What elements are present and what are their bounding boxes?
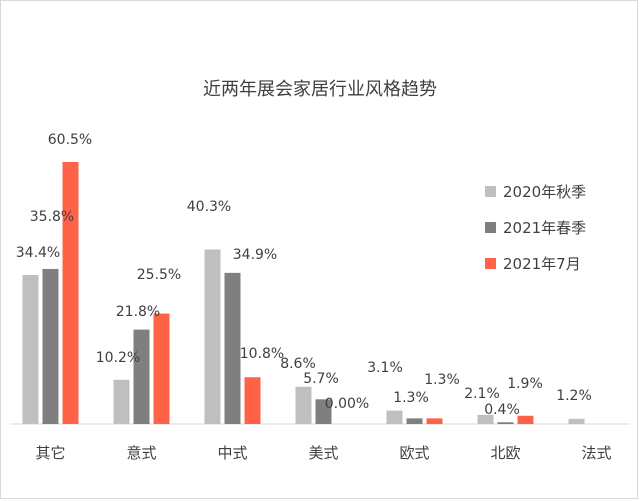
bar [517,415,534,424]
bar [497,422,514,424]
legend-label: 2020年秋季 [503,183,586,201]
bar [22,275,39,424]
category-label: 美式 [308,444,338,462]
category-labels-group: 其它 意式 中式 美式 欧式 北欧 法式 [35,444,611,462]
legend-swatch [485,186,496,197]
data-label: 0.00% [325,396,369,412]
category-label: 法式 [581,444,611,462]
category-label: 其它 [35,444,65,462]
legend-swatch [485,222,496,233]
bar [295,386,312,424]
bar [244,377,261,424]
data-label: 25.5% [137,267,181,283]
bar [406,418,423,424]
bar [315,399,332,424]
category-label: 中式 [217,444,247,462]
data-label: 0.4% [484,402,520,418]
data-label: 1.3% [424,372,460,388]
data-label: 60.5% [48,132,92,148]
data-label: 40.3% [187,199,231,215]
bar [113,379,130,424]
legend-label: 2021年春季 [503,219,586,237]
data-label: 10.8% [240,346,284,362]
data-label: 1.2% [556,388,592,404]
data-label: 34.4% [16,245,60,261]
data-label: 2.1% [464,386,500,402]
bar [62,162,79,424]
chart-title: 近两年展会家居行业风格趋势 [203,79,437,100]
category-label: 欧式 [399,444,429,462]
legend: 2020年秋季 2021年春季 2021年7月 [485,183,586,273]
data-label: 35.8% [30,209,74,225]
data-label: 34.9% [233,247,277,263]
bar [153,313,170,424]
bar [426,418,443,424]
legend-label: 2021年7月 [503,255,581,273]
bar [224,272,241,424]
category-label: 北欧 [490,444,520,462]
data-label: 3.1% [367,360,403,376]
data-label: 1.9% [507,376,543,392]
data-label: 1.3% [393,390,429,406]
bar [42,268,59,424]
data-label: 10.2% [96,350,140,366]
bar [568,418,585,424]
data-labels-group: 34.4% 35.8% 60.5% 10.2% 21.8% 25.5% 40.3% 34.9%… [16,132,592,418]
bars-group [22,162,585,424]
bar [133,329,150,424]
bar [204,249,221,424]
data-label: 8.6% [280,356,316,372]
data-label: 5.7% [303,371,339,387]
data-label: 21.8% [116,304,160,320]
category-label: 意式 [126,444,156,462]
bar [477,414,494,424]
bar [386,410,403,424]
legend-swatch [485,258,496,269]
